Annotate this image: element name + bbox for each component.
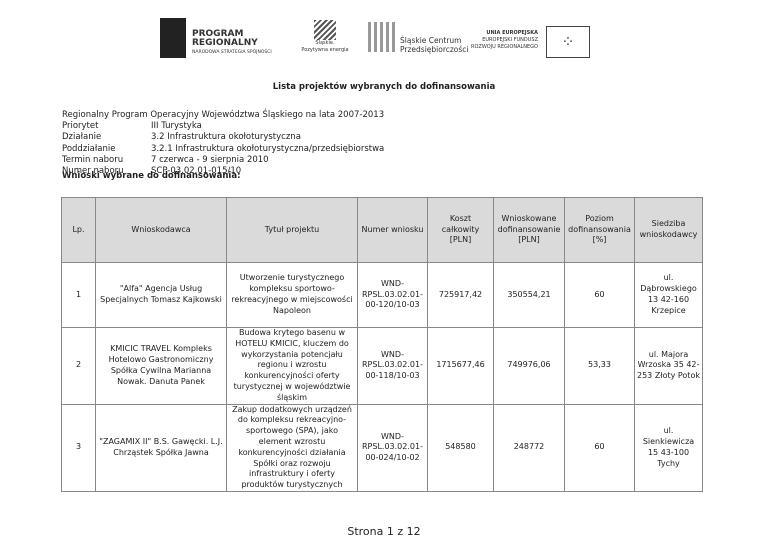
info-row: Poddziałanie 3.2.1 Infrastruktura okołotu… — [62, 144, 384, 155]
table-row: 1 "Alfa" Agencja Usług Specjalnych Tomasz… — [61, 262, 703, 328]
info-row: Priorytet III Turystyka — [62, 121, 384, 132]
table-cell: Utworzenie turystycznego kompleksu sport… — [226, 262, 358, 328]
column-header: Koszt całkowity [PLN] — [427, 197, 494, 263]
table-cell: 350554,21 — [493, 262, 565, 328]
ue-logo: UNIA EUROPEJSKA EUROPEJSKI FUNDUSZ ROZWO… — [470, 30, 538, 50]
column-header: Numer wniosku — [357, 197, 428, 263]
table-cell: 2 — [61, 327, 96, 405]
section-heading: Wnioski wybrane do dofinansowania: — [62, 171, 241, 181]
column-header: Poziom dofinansowania [%] — [564, 197, 635, 263]
program-regionalny-logo-icon — [160, 18, 186, 58]
info-value: SCP-03.02.01-015/10 — [151, 166, 242, 177]
table-cell: WND-RPSL.03.02.01-00-118/10-03 — [357, 327, 428, 405]
scp-logo: Śląskie Centrum Przedsiębiorczości — [400, 36, 469, 54]
table-cell: 1 — [61, 262, 96, 328]
table-cell: "ZAGAMIX II" B.S. Gawęcki. L.J. Chrząste… — [95, 403, 227, 492]
column-header: Wnioskodawca — [95, 197, 227, 263]
info-label: Poddziałanie — [62, 143, 116, 154]
info-label: Priorytet — [62, 121, 99, 132]
table-row: 3 "ZAGAMIX II" B.S. Gawęcki. L.J. Chrząst… — [61, 403, 703, 492]
program-name: Regionalny Program Operacyjny Województw… — [62, 110, 385, 120]
table-cell: WND-RPSL.03.02.01-00-120/10-03 — [357, 262, 428, 328]
table-cell: 60 — [564, 403, 635, 492]
call-info: Regionalny Program Operacyjny Województw… — [62, 110, 384, 177]
column-header: Siedziba wnioskodawcy — [634, 197, 703, 263]
table-cell: WND-RPSL.03.02.01-00-024/10-02 — [357, 403, 428, 492]
table-cell: "Alfa" Agencja Usług Specjalnych Tomasz … — [95, 262, 227, 328]
info-label: Numer naboru — [62, 166, 124, 177]
info-row: Działanie 3.2 Infrastruktura okołoturysty… — [62, 132, 384, 143]
eu-flag-icon: ⁘ — [546, 26, 590, 58]
table-cell: 1715677,46 — [427, 327, 494, 405]
info-value: 3.2.1 Infrastruktura okołoturystyczna/pr… — [151, 143, 385, 154]
table-cell: ul. Dąbrowskiego 13 42-160 Krzepice — [634, 262, 703, 328]
table-cell: Zakup dodatkowych urządzeń do kompleksu … — [226, 403, 358, 492]
info-label: Działanie — [62, 132, 102, 143]
column-header: Wnioskowane dofinansowanie [PLN] — [493, 197, 565, 263]
wave-icon — [314, 20, 336, 40]
table-cell: 248772 — [493, 403, 565, 492]
info-label: Termin naboru — [62, 154, 124, 165]
logo-bar: PROGRAM REGIONALNY NARODOWA STRATEGIA SP… — [160, 18, 600, 60]
projects-table: Lp. Wnioskodawca Tytuł projektu Numer wnios… — [61, 197, 703, 492]
info-row: Numer naboru SCP-03.02.01-015/10 — [62, 166, 384, 177]
info-value: 3.2 Infrastruktura okołoturystyczna — [151, 132, 301, 143]
table-cell: 548580 — [427, 403, 494, 492]
table-cell: 749976,06 — [493, 327, 565, 405]
scp-logo-icon — [368, 22, 396, 52]
table-cell: 3 — [61, 403, 96, 492]
table-row: 2 KMICIC TRAVEL Kompleks Hotelowo Gastron… — [61, 327, 703, 405]
info-row: Termin naboru 7 czerwca - 9 sierpnia 2010 — [62, 155, 384, 166]
table-cell: KMICIC TRAVEL Kompleks Hotelowo Gastrono… — [95, 327, 227, 405]
column-header: Lp. — [61, 197, 96, 263]
table-cell: ul. Sienkiewicza 15 43-100 Tychy — [634, 403, 703, 492]
table-cell: 60 — [564, 262, 635, 328]
slaskie-logo: Śląskie. Pozytywna energia — [300, 20, 350, 54]
program-regionalny-logo: PROGRAM REGIONALNY NARODOWA STRATEGIA SP… — [192, 29, 272, 56]
table-cell: 53,33 — [564, 327, 635, 405]
table-cell: ul. Majora Wrzoska 35 42-253 Złoty Potok — [634, 327, 703, 405]
table-cell: 725917,42 — [427, 262, 494, 328]
table-cell: Budowa krytego basenu w HOTELU KMICIC, k… — [226, 327, 358, 405]
column-header: Tytuł projektu — [226, 197, 358, 263]
page-number: Strona 1 z 12 — [347, 525, 421, 538]
page-title: Lista projektów wybranych do dofinansowa… — [272, 82, 496, 92]
info-value: 7 czerwca - 9 sierpnia 2010 — [151, 154, 269, 165]
info-value: III Turystyka — [151, 121, 202, 132]
